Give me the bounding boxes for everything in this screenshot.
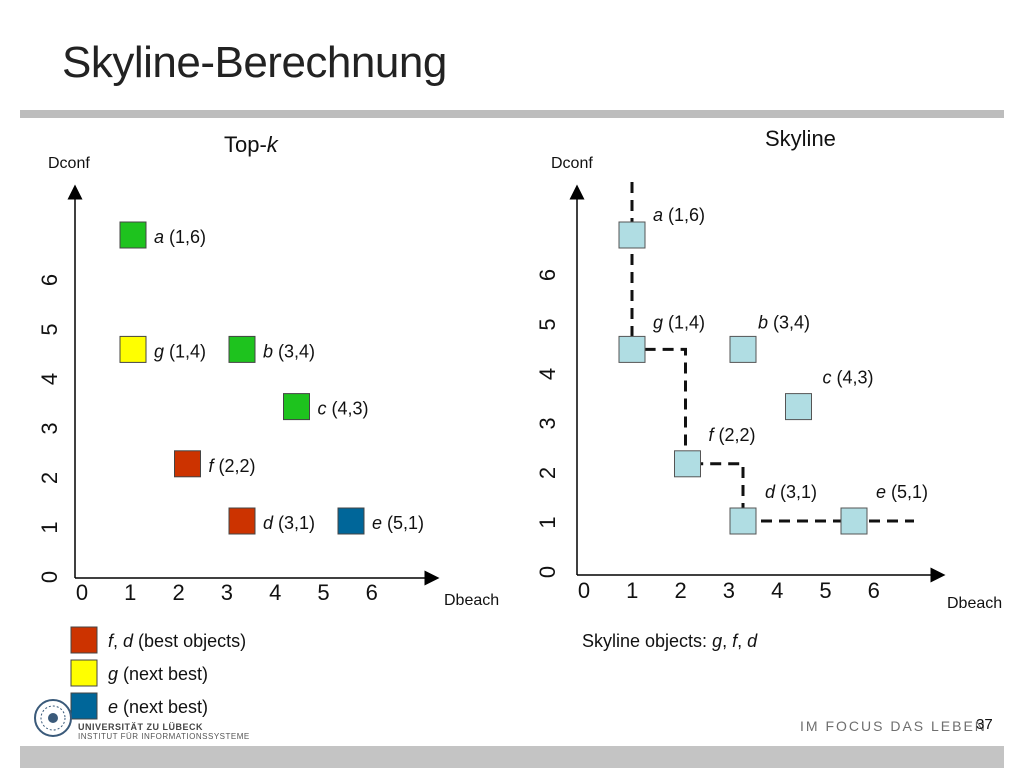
skyline-panel: Skyline Dconf Dbeach 0 1 2 3 4 5 6 0 1 2 3 4 5 6 a (1,6) g… [535,126,1002,651]
point-label-f: f (2,2) [209,456,256,476]
point-label-b: b (3,4) [758,312,810,332]
y-tick-label: 2 [37,472,62,484]
legend-swatch [70,659,98,687]
x-tick-label: 3 [723,578,735,603]
y-tick-label: 0 [535,566,560,578]
page-title: Skyline-Berechnung [62,38,447,87]
point-d [228,507,256,535]
x-tick-label: 4 [771,578,783,603]
logo-line-1: UNIVERSITÄT ZU LÜBECK [78,722,203,732]
y-tick-label: 4 [37,373,62,385]
legend: f, d (best objects) g (next best) e (next … [70,626,246,720]
y-tick-label: 6 [37,274,62,286]
x-tick-label: 2 [172,580,184,605]
x-tick-label: 2 [674,578,686,603]
legend-swatch [70,626,98,654]
footer-bar [20,746,1004,768]
point-c [785,393,812,421]
x-tick-label: 5 [819,578,831,603]
y-axis-label: Dconf [551,155,593,172]
skyline-heading: Skyline [765,126,836,151]
point-label-c: c (4,3) [823,368,874,388]
point-g [119,335,147,363]
legend-label: g (next best) [108,664,208,684]
y-tick-label: 3 [37,422,62,434]
point-label-a: a (1,6) [653,205,705,225]
point-label-f: f (2,2) [709,425,756,445]
point-label-c: c (4,3) [318,399,369,419]
y-tick-label: 1 [37,521,62,533]
point-c [283,393,310,421]
y-tick-label: 4 [535,368,560,380]
x-tick-label: 5 [317,580,329,605]
point-label-b: b (3,4) [263,341,315,361]
y-tick-label: 6 [535,269,560,281]
point-b [228,335,256,363]
point-label-a: a (1,6) [154,227,206,247]
point-label-g: g (1,4) [154,341,206,361]
y-tick-label: 1 [535,516,560,528]
point-e [840,507,868,535]
point-a [618,221,646,249]
x-tick-label: 6 [366,580,378,605]
motto: IM FOCUS DAS LEBEN [800,718,987,734]
logo-line-2: INSTITUT FÜR INFORMATIONSSYSTEME [78,732,250,741]
point-label-g: g (1,4) [653,312,705,332]
skyline-caption: Skyline objects: g, f, d [582,631,758,651]
title-divider [20,110,1004,118]
y-tick-label: 5 [37,323,62,335]
point-g [618,335,646,363]
point-a [119,221,147,249]
point-label-e: e (5,1) [876,482,928,502]
x-tick-label: 4 [269,580,281,605]
x-tick-label: 0 [76,580,88,605]
legend-label: e (next best) [108,697,208,717]
university-logo [34,699,72,737]
point-f [174,450,201,478]
legend-swatch [70,692,98,720]
point-label-e: e (5,1) [372,513,424,533]
point-label-d: d (3,1) [765,482,817,502]
point-f [674,450,701,478]
x-tick-label: 6 [868,578,880,603]
y-tick-label: 2 [535,467,560,479]
x-axis-label: Dbeach [444,592,499,609]
x-tick-label: 1 [626,578,638,603]
top-k-panel: Top-k Dconf Dbeach 0 1 2 3 4 5 6 0 1 2 3 4 5 6 a (1,6) g (… [37,132,499,609]
y-tick-label: 0 [37,571,62,583]
y-tick-label: 5 [535,318,560,330]
point-b [729,335,757,363]
x-axis-label: Dbeach [947,595,1002,612]
x-tick-label: 1 [124,580,136,605]
slide-number: 37 [976,716,993,733]
x-tick-label: 3 [221,580,233,605]
x-tick-label: 0 [578,578,590,603]
logo-text: UNIVERSITÄT ZU LÜBECK INSTITUT FÜR INFOR… [78,722,250,742]
top-k-heading: Top-k [224,132,279,157]
point-label-d: d (3,1) [263,513,315,533]
y-tick-label: 3 [535,417,560,429]
point-d [729,507,757,535]
legend-label: f, d (best objects) [108,631,246,651]
y-axis-label: Dconf [48,155,90,172]
point-e [337,507,365,535]
